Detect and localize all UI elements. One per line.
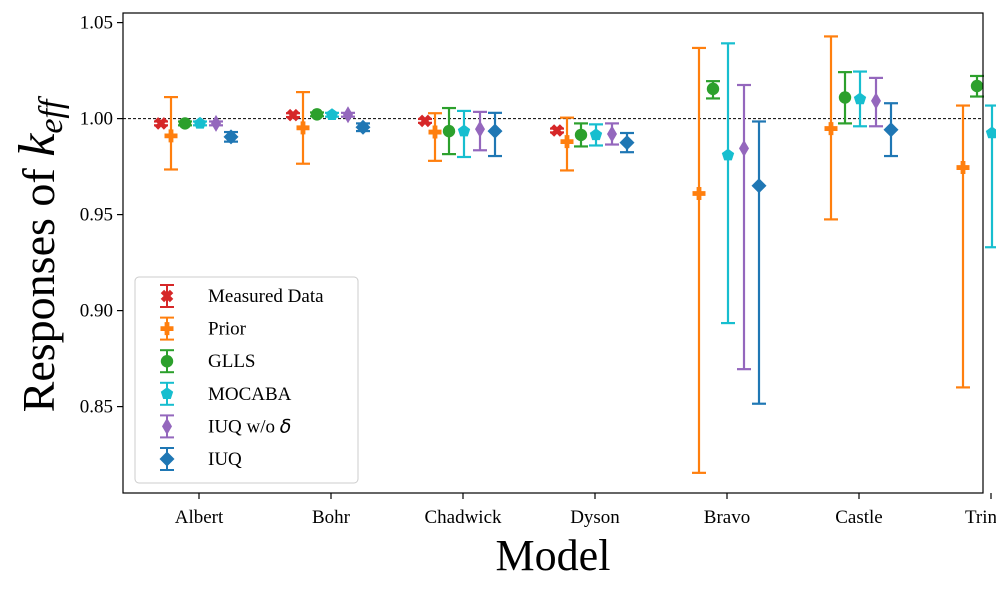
data-point — [178, 117, 192, 130]
legend-marker — [159, 451, 175, 467]
legend-entry: IUQ — [159, 447, 242, 471]
data-point — [286, 108, 300, 122]
data-point — [193, 116, 207, 129]
y-tick-label: 0.85 — [80, 397, 113, 418]
x-tick-label: Chadwick — [424, 507, 502, 528]
data-point — [853, 92, 867, 105]
series-3 — [193, 42, 996, 325]
legend-box — [134, 276, 359, 484]
series-4 — [209, 76, 883, 371]
legend-label: IUQ — [208, 449, 242, 470]
legend-entry: MOCABA — [160, 381, 292, 406]
legend-label: GLLS — [208, 351, 256, 372]
x-axis-label: Model — [496, 531, 611, 580]
data-point — [310, 108, 324, 121]
x-tick-label: Dyson — [570, 507, 620, 528]
series-0 — [154, 108, 564, 137]
x-tick-label: Bravo — [704, 507, 750, 528]
legend-entry: IUQ w/o δ — [160, 414, 291, 439]
x-tick-label: Castle — [835, 507, 883, 528]
data-point — [154, 117, 168, 130]
plot-layer — [123, 35, 996, 474]
legend-label: Measured Data — [208, 286, 324, 307]
legend-marker — [160, 355, 174, 368]
data-point — [619, 135, 635, 151]
data-point — [970, 79, 984, 93]
data-point — [607, 125, 617, 143]
y-tick-label: 0.95 — [80, 205, 113, 226]
data-point — [574, 128, 588, 142]
data-point — [883, 122, 899, 138]
series-2 — [178, 71, 984, 156]
data-point — [442, 124, 456, 138]
y-tick-label: 1.00 — [80, 109, 113, 130]
data-point — [355, 119, 371, 135]
legend-entry: Prior — [160, 316, 247, 341]
legend-marker — [160, 289, 174, 303]
data-point — [211, 114, 221, 132]
plot-frame — [122, 12, 984, 494]
data-point — [838, 91, 852, 104]
series-5 — [223, 102, 899, 405]
x-tick-label: Albert — [175, 507, 224, 528]
legend-label: MOCABA — [208, 384, 292, 405]
data-point — [418, 114, 432, 128]
data-point — [550, 124, 564, 137]
data-point — [751, 178, 767, 194]
data-point — [343, 106, 353, 124]
axis-layer: 0.85 0.90 0.95 1.00 1.05 Albert Bohr Chadwick Dy… — [80, 12, 996, 528]
data-point — [706, 82, 720, 96]
legend-label: Prior — [208, 319, 247, 340]
data-point — [985, 126, 996, 139]
data-point — [871, 92, 881, 110]
data-point — [721, 148, 735, 161]
y-axis-label: Responses of keff — [9, 95, 70, 412]
legend-entry: GLLS — [160, 349, 256, 374]
legend: Measured Data Prior GLLS MOCABA IUQ w/o δ IUQ — [134, 276, 359, 484]
legend-marker — [160, 322, 174, 336]
legend-entry: Measured Data — [160, 284, 324, 308]
data-point — [487, 123, 503, 139]
data-point — [824, 122, 838, 136]
data-point — [692, 186, 706, 200]
data-point — [560, 135, 574, 149]
data-point — [223, 129, 239, 145]
data-point — [428, 125, 442, 139]
data-point — [589, 128, 603, 141]
y-tick-label: 1.05 — [80, 13, 113, 34]
x-tick-label: Trinity — [965, 507, 996, 528]
data-point — [956, 161, 970, 175]
legend-marker — [160, 387, 174, 400]
data-point — [296, 121, 310, 135]
y-tick-label: 0.90 — [80, 301, 113, 322]
data-point — [475, 120, 485, 138]
legend-marker — [162, 417, 172, 435]
series-1 — [164, 35, 970, 474]
data-point — [739, 139, 749, 157]
x-tick-label: Bohr — [312, 507, 351, 528]
data-point — [325, 108, 339, 121]
data-point — [164, 129, 178, 143]
legend-label: IUQ w/o δ — [208, 415, 291, 437]
data-point — [457, 124, 471, 137]
